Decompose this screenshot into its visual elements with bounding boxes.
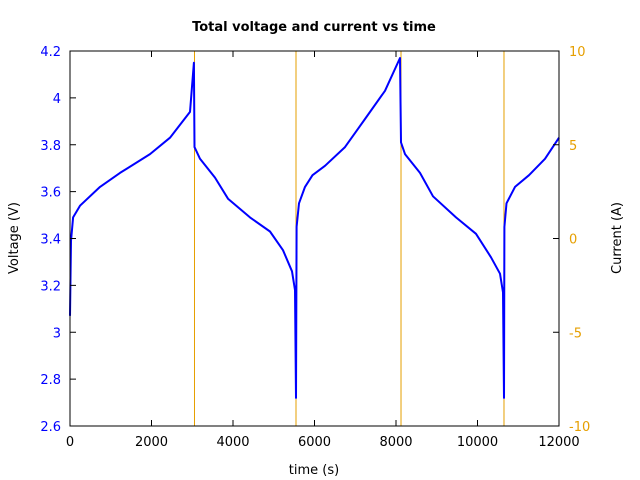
y-tick-label: 2.8 <box>40 373 61 388</box>
voltage-series <box>69 57 560 399</box>
x-tick-label: 2000 <box>135 435 168 450</box>
y-axis-left: 2.6 2.8 3 3.2 3.4 3.6 3.8 4 4.2 <box>40 45 76 435</box>
y-axis-label: Voltage (V) <box>7 202 22 274</box>
y-tick-label: 4 <box>53 92 61 107</box>
x-tick-label: 8000 <box>379 435 412 450</box>
y-tick-label: 4.2 <box>40 45 61 60</box>
y2-axis-label: Current (A) <box>610 202 625 274</box>
plot-frame <box>69 50 560 427</box>
y2-tick-label: 10 <box>569 45 586 60</box>
y-tick-label: 3 <box>53 326 61 341</box>
y2-tick-label: -10 <box>569 420 590 435</box>
y2-tick-label: 5 <box>569 139 577 154</box>
x-axis: 0 2000 4000 6000 8000 10000 12000 <box>66 51 580 450</box>
y-tick-label: 3.4 <box>40 233 61 248</box>
y-tick-label: 3.8 <box>40 139 61 154</box>
chart-title: Total voltage and current vs time <box>192 20 436 35</box>
x-tick-label: 6000 <box>298 435 331 450</box>
y-tick-label: 3.2 <box>40 279 61 294</box>
x-tick-label: 10000 <box>457 435 498 450</box>
x-tick-label: 0 <box>66 435 74 450</box>
y-tick-label: 3.6 <box>40 186 61 201</box>
x-tick-label: 12000 <box>538 435 579 450</box>
y-axis-right: -10 -5 0 5 10 <box>553 45 590 435</box>
y-tick-label: 2.6 <box>40 420 61 435</box>
y2-tick-label: -5 <box>569 326 582 341</box>
x-tick-label: 4000 <box>216 435 249 450</box>
current-series <box>193 51 505 426</box>
x-axis-label: time (s) <box>289 463 339 478</box>
y2-tick-label: 0 <box>569 233 577 248</box>
